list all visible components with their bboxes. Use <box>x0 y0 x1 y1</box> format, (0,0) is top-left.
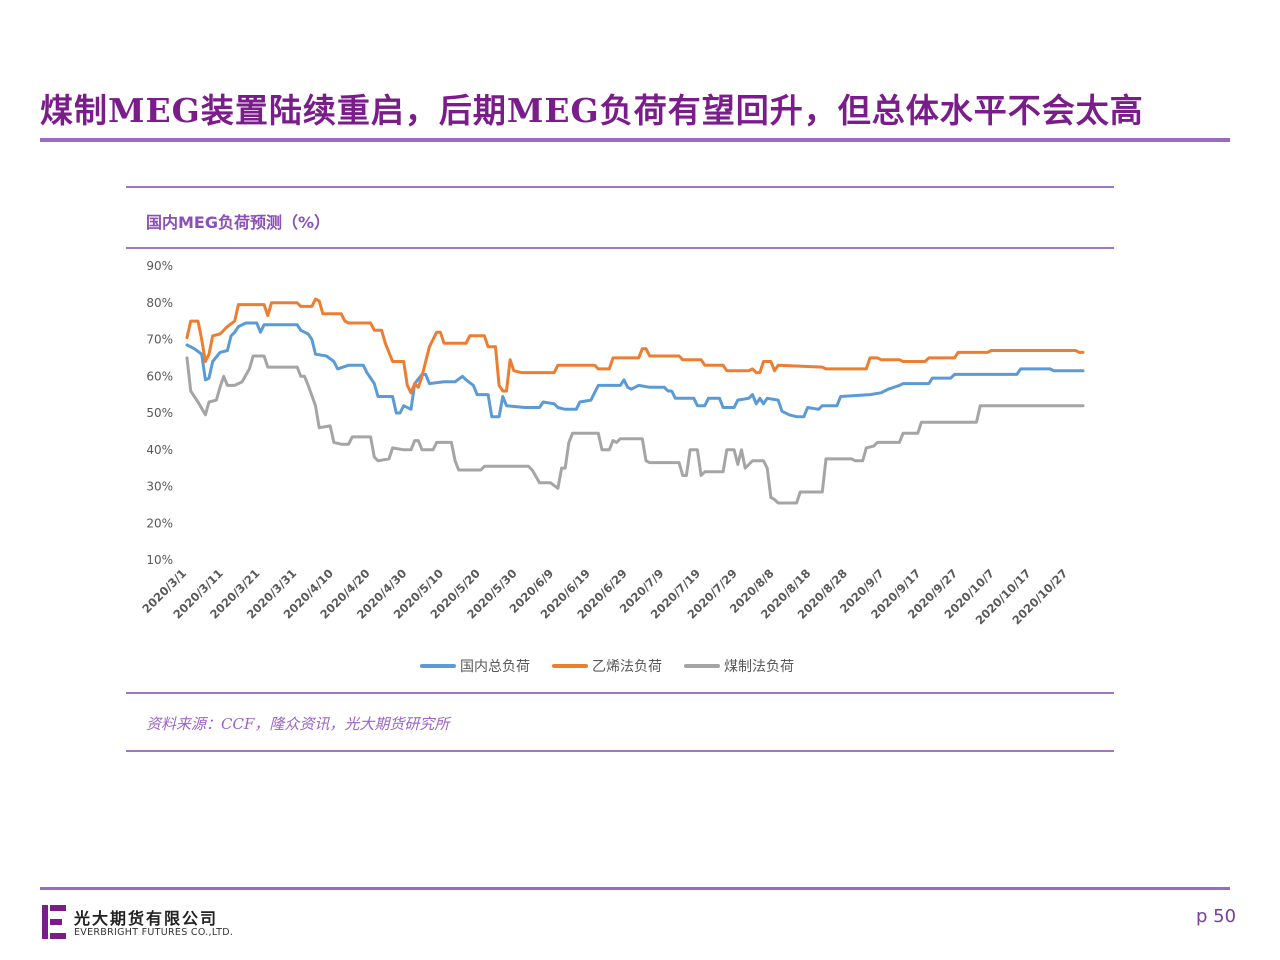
y-tick-label: 40% <box>146 443 173 457</box>
y-axis: 10% 20% 30% 40% 50% 60% 70% 80% 90% <box>146 259 173 567</box>
y-tick-label: 50% <box>146 406 173 420</box>
source-top-rule <box>126 692 1114 694</box>
y-tick-label: 70% <box>146 333 173 347</box>
chart-title-rule <box>126 247 1114 249</box>
y-tick-label: 10% <box>146 553 173 567</box>
legend-item-total: 国内总负荷 <box>420 656 530 676</box>
y-tick-label: 90% <box>146 259 173 273</box>
series-line-ethylene-load <box>185 297 1085 395</box>
x-axis: 2020/3/12020/3/112020/3/212020/3/312020/… <box>139 566 1070 627</box>
legend-swatch-total <box>420 664 456 668</box>
logo-mark-icon <box>42 905 66 939</box>
company-logo: 光大期货有限公司 EVERBRIGHT FUTURES CO.,LTD. <box>42 903 242 943</box>
legend-swatch-ethylene <box>552 664 588 668</box>
legend-label-total: 国内总负荷 <box>460 659 530 675</box>
legend-swatch-coal <box>684 664 720 668</box>
line-chart: 10% 20% 30% 40% 50% 60% 70% 80% 90% 2020/3/12020… <box>139 259 1085 627</box>
series-line-coal-load <box>185 354 1085 505</box>
y-tick-label: 80% <box>146 296 173 310</box>
legend-label-coal: 煤制法负荷 <box>724 659 794 675</box>
page-number: p 50 <box>1196 906 1237 927</box>
chart-legend: 国内总负荷 乙烯法负荷 煤制法负荷 <box>420 656 794 676</box>
company-name-en: EVERBRIGHT FUTURES CO.,LTD. <box>74 927 234 938</box>
y-tick-label: 60% <box>146 369 173 383</box>
y-tick-label: 20% <box>146 516 173 530</box>
source-bottom-rule <box>126 750 1114 752</box>
title-divider <box>40 138 1230 142</box>
y-tick-label: 30% <box>146 480 173 494</box>
slide-title: 煤制MEG装置陆续重启，后期MEG负荷有望回升，但总体水平不会太高 <box>40 91 1144 130</box>
chart-title: 国内MEG负荷预测（%） <box>146 213 331 232</box>
legend-item-ethylene: 乙烯法负荷 <box>552 656 662 676</box>
series-group <box>185 297 1085 505</box>
legend-item-coal: 煤制法负荷 <box>684 656 794 676</box>
series-line-total-load <box>185 321 1085 419</box>
source-note: 资料来源：CCF，隆众资讯，光大期货研究所 <box>146 715 450 733</box>
legend-label-ethylene: 乙烯法负荷 <box>592 659 662 675</box>
chart-top-rule <box>126 186 1114 188</box>
company-name-cn: 光大期货有限公司 <box>74 909 219 928</box>
footer-divider <box>40 887 1230 890</box>
